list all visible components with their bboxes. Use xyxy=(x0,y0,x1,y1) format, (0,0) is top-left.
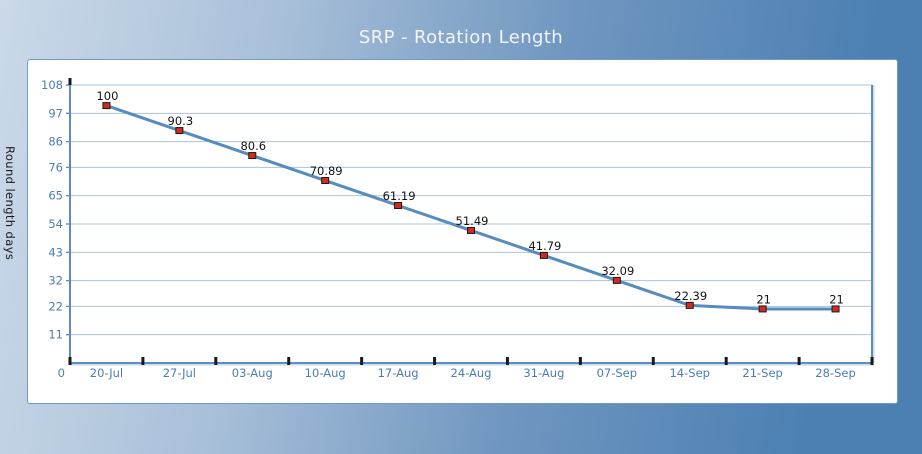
y-tick-label: 97 xyxy=(48,106,63,120)
x-axis-tick xyxy=(651,357,655,365)
data-point-marker xyxy=(321,177,330,185)
data-point-label: 70.89 xyxy=(310,164,343,178)
y-tick-label: 0 xyxy=(58,366,65,380)
x-tick-label: 24-Aug xyxy=(451,366,492,380)
x-axis-tick xyxy=(797,357,801,365)
y-axis-title: Round length days xyxy=(3,146,17,261)
data-point-label: 80.6 xyxy=(240,139,266,153)
y-axis-top-tick xyxy=(68,78,72,85)
data-point-label: 22.39 xyxy=(674,289,707,303)
y-tick-label: 22 xyxy=(48,299,63,313)
data-point-marker xyxy=(175,127,184,135)
x-tick-label: 21-Sep xyxy=(742,366,782,380)
data-point-marker xyxy=(102,102,111,110)
x-axis-tick xyxy=(360,357,364,365)
x-tick-label: 10-Aug xyxy=(305,366,346,380)
x-tick-label: 14-Sep xyxy=(669,366,709,380)
data-point-label: 21 xyxy=(756,292,771,306)
y-tick-label: 11 xyxy=(48,328,63,342)
x-tick-label: 20-Jul xyxy=(90,366,123,380)
y-tick-label: 86 xyxy=(48,135,63,149)
x-axis-tick xyxy=(68,357,72,365)
x-axis-tick xyxy=(724,357,728,365)
x-tick-label: 17-Aug xyxy=(378,366,419,380)
data-point-marker xyxy=(248,152,257,160)
x-axis-tick xyxy=(433,357,437,365)
y-tick-label: 43 xyxy=(48,245,63,259)
data-point-marker xyxy=(685,301,694,309)
chart-title: SRP - Rotation Length xyxy=(358,27,564,48)
data-point-marker xyxy=(831,305,840,313)
data-point-label: 32.09 xyxy=(601,264,634,278)
y-tick-label: 65 xyxy=(48,189,63,203)
x-tick-label: 31-Aug xyxy=(523,366,564,380)
x-axis-tick xyxy=(141,357,145,365)
plot-panel: 0 11 22 32 43 54 65 76 86 97 108 20-Jul 27-Jul 03-Aug… xyxy=(27,59,898,404)
x-tick-label: 28-Sep xyxy=(815,366,855,380)
data-point-marker xyxy=(612,276,621,284)
line-chart: 0 11 22 32 43 54 65 76 86 97 108 20-Jul 27-Jul 03-Aug… xyxy=(41,78,875,380)
x-axis-tick xyxy=(578,357,582,365)
data-point-label: 90.3 xyxy=(168,114,194,128)
data-point-label: 51.49 xyxy=(456,214,489,228)
series-line xyxy=(105,104,836,311)
y-tick-label: 32 xyxy=(48,274,63,288)
data-point-marker xyxy=(758,305,767,313)
y-tick-label: 54 xyxy=(48,217,63,231)
x-tick-label: 27-Jul xyxy=(163,366,196,380)
data-point-marker xyxy=(539,251,548,259)
data-point-label: 41.79 xyxy=(528,239,561,253)
data-point-label: 61.19 xyxy=(383,189,416,203)
y-tick-label: 108 xyxy=(41,78,63,92)
x-tick-label: 03-Aug xyxy=(232,366,273,380)
x-axis-tick xyxy=(214,357,218,365)
data-point-label: 21 xyxy=(829,292,844,306)
y-tick-label: 76 xyxy=(48,160,63,174)
data-point-label: 100 xyxy=(96,89,118,103)
data-point-marker xyxy=(467,226,475,234)
x-axis-tick xyxy=(287,357,291,365)
x-tick-label: 07-Sep xyxy=(597,366,637,380)
data-point-marker xyxy=(394,201,403,209)
x-axis-tick xyxy=(870,357,874,365)
x-axis-tick xyxy=(505,357,509,365)
